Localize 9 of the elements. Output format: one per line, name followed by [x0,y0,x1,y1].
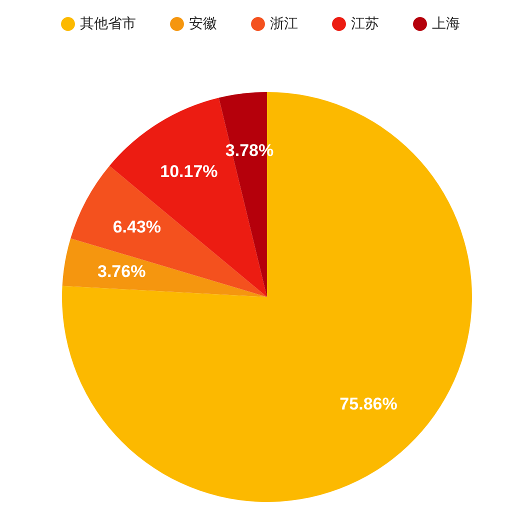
data-label: 75.86% [340,394,398,414]
data-label: 10.17% [160,162,218,182]
legend-label: 其他省市 [80,16,136,32]
legend-label: 浙江 [270,16,298,32]
data-label: 6.43% [112,218,162,237]
legend-label: 上海 [432,16,460,32]
legend-label: 安徽 [189,16,217,32]
data-label: 3.76% [97,262,146,282]
legend-label: 江苏 [351,16,379,32]
